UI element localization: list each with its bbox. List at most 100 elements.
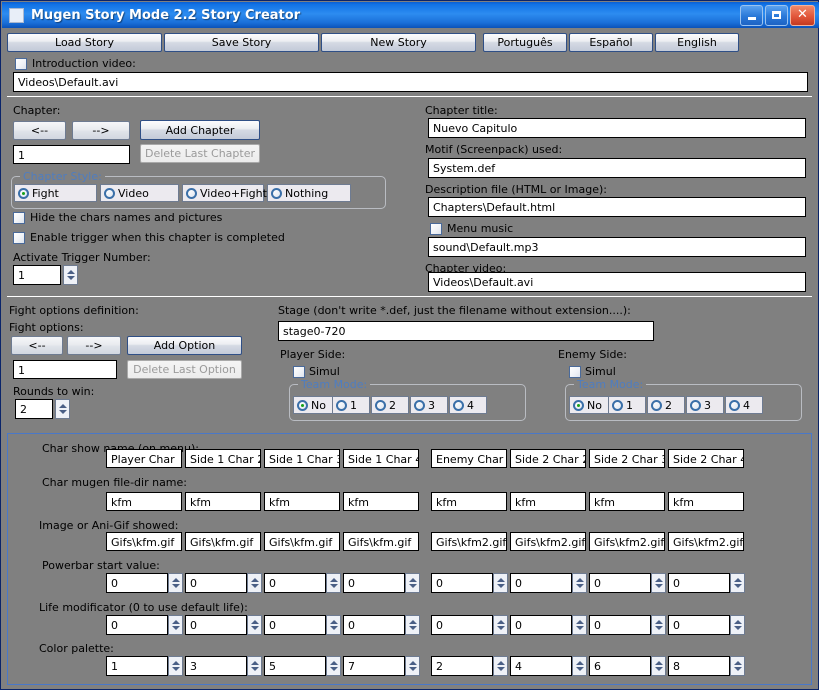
rounds-to-win-stepper[interactable] — [55, 399, 70, 419]
life-mod-input-7[interactable]: 0 — [589, 615, 651, 635]
palette-input-2[interactable]: 3 — [185, 656, 247, 676]
char-file-dir-input-6[interactable]: kfm — [510, 492, 586, 511]
fight-option-next-button[interactable]: --> — [67, 336, 121, 355]
menu-music-checkbox-box[interactable] — [430, 222, 442, 235]
arrow-up-icon[interactable] — [408, 620, 417, 624]
arrow-down-icon[interactable] — [496, 584, 505, 588]
chapter-title-input[interactable]: Nuevo Capitulo — [428, 118, 806, 138]
arrow-down-icon[interactable] — [58, 410, 67, 414]
player-simul-checkbox-box[interactable] — [293, 365, 305, 378]
life-mod-input-8[interactable]: 0 — [668, 615, 730, 635]
char-file-dir-input-2[interactable]: kfm — [185, 492, 261, 511]
arrow-down-icon[interactable] — [250, 584, 259, 588]
palette-stepper-3[interactable] — [326, 656, 341, 676]
enemy-simul-checkbox-box[interactable] — [569, 365, 581, 378]
arrow-up-icon[interactable] — [575, 620, 584, 624]
arrow-up-icon[interactable] — [575, 578, 584, 582]
arrow-down-icon[interactable] — [733, 667, 742, 671]
chapter-next-button[interactable]: --> — [72, 121, 130, 140]
arrow-up-icon[interactable] — [733, 620, 742, 624]
arrow-up-icon[interactable] — [58, 404, 67, 408]
char-image-gif-input-4[interactable]: Gifs\kfm.gif — [343, 532, 419, 551]
introduction-video-checkbox[interactable]: Introduction video: — [15, 57, 136, 70]
arrow-up-icon[interactable] — [733, 578, 742, 582]
arrow-down-icon[interactable] — [408, 584, 417, 588]
arrow-up-icon[interactable] — [250, 578, 259, 582]
maximize-button[interactable] — [765, 4, 788, 26]
powerbar-stepper-4[interactable] — [405, 573, 420, 593]
language-espanol-button[interactable]: Español — [569, 33, 653, 52]
arrow-up-icon[interactable] — [171, 578, 180, 582]
language-portugues-button[interactable]: Português — [483, 33, 567, 52]
char-file-dir-input-8[interactable]: kfm — [668, 492, 744, 511]
player-team-mode-1[interactable]: 1 — [332, 396, 370, 414]
powerbar-input-2[interactable]: 0 — [185, 573, 247, 593]
palette-stepper-8[interactable] — [730, 656, 745, 676]
arrow-down-icon[interactable] — [733, 584, 742, 588]
description-file-input[interactable]: Chapters\Default.html — [428, 197, 806, 217]
arrow-up-icon[interactable] — [654, 620, 663, 624]
palette-stepper-2[interactable] — [247, 656, 262, 676]
chapter-style-option-video[interactable]: Video — [100, 184, 179, 202]
life-mod-stepper-6[interactable] — [572, 615, 587, 635]
powerbar-input-4[interactable]: 0 — [343, 573, 405, 593]
powerbar-stepper-1[interactable] — [168, 573, 183, 593]
arrow-up-icon[interactable] — [66, 270, 75, 274]
arrow-up-icon[interactable] — [250, 620, 259, 624]
arrow-up-icon[interactable] — [250, 661, 259, 665]
palette-input-6[interactable]: 4 — [510, 656, 572, 676]
life-mod-input-2[interactable]: 0 — [185, 615, 247, 635]
arrow-down-icon[interactable] — [408, 667, 417, 671]
powerbar-stepper-3[interactable] — [326, 573, 341, 593]
add-chapter-button[interactable]: Add Chapter — [140, 120, 260, 140]
arrow-down-icon[interactable] — [575, 584, 584, 588]
char-file-dir-input-1[interactable]: kfm — [106, 492, 182, 511]
player-team-mode-4[interactable]: 4 — [449, 396, 487, 414]
life-mod-stepper-8[interactable] — [730, 615, 745, 635]
enemy-team-mode-3[interactable]: 3 — [686, 396, 724, 414]
arrow-down-icon[interactable] — [654, 667, 663, 671]
arrow-up-icon[interactable] — [496, 578, 505, 582]
delete-last-option-button[interactable]: Delete Last Option — [127, 360, 242, 379]
stage-input[interactable]: stage0-720 — [278, 321, 654, 341]
char-image-gif-input-7[interactable]: Gifs\kfm2.gif — [589, 532, 665, 551]
arrow-up-icon[interactable] — [733, 661, 742, 665]
enemy-team-mode-2[interactable]: 2 — [647, 396, 685, 414]
powerbar-input-3[interactable]: 0 — [264, 573, 326, 593]
powerbar-stepper-5[interactable] — [493, 573, 508, 593]
char-show-name-input-1[interactable]: Player Char — [106, 449, 182, 468]
palette-stepper-5[interactable] — [493, 656, 508, 676]
arrow-down-icon[interactable] — [329, 667, 338, 671]
menu-music-input[interactable]: sound\Default.mp3 — [428, 237, 806, 257]
fight-option-number-input[interactable]: 1 — [13, 360, 117, 379]
char-image-gif-input-3[interactable]: Gifs\kfm.gif — [264, 532, 340, 551]
arrow-down-icon[interactable] — [575, 667, 584, 671]
introduction-video-checkbox-box[interactable] — [15, 57, 27, 70]
powerbar-stepper-7[interactable] — [651, 573, 666, 593]
load-story-button[interactable]: Load Story — [7, 33, 162, 52]
powerbar-input-7[interactable]: 0 — [589, 573, 651, 593]
save-story-button[interactable]: Save Story — [164, 33, 319, 52]
arrow-up-icon[interactable] — [329, 661, 338, 665]
arrow-down-icon[interactable] — [329, 584, 338, 588]
chapter-video-input[interactable]: Videos\Default.avi — [428, 272, 806, 292]
palette-stepper-6[interactable] — [572, 656, 587, 676]
life-mod-stepper-5[interactable] — [493, 615, 508, 635]
chapter-number-input[interactable]: 1 — [13, 145, 130, 164]
arrow-up-icon[interactable] — [171, 620, 180, 624]
powerbar-input-8[interactable]: 0 — [668, 573, 730, 593]
arrow-down-icon[interactable] — [171, 667, 180, 671]
arrow-down-icon[interactable] — [654, 584, 663, 588]
arrow-up-icon[interactable] — [408, 661, 417, 665]
life-mod-input-4[interactable]: 0 — [343, 615, 405, 635]
char-image-gif-input-6[interactable]: Gifs\kfm2.gif — [510, 532, 586, 551]
add-option-button[interactable]: Add Option — [127, 336, 242, 355]
palette-input-8[interactable]: 8 — [668, 656, 730, 676]
menu-music-checkbox[interactable]: Menu music — [430, 222, 513, 235]
char-show-name-input-7[interactable]: Side 2 Char 3 — [589, 449, 665, 468]
chapter-style-option-video-fight[interactable]: Video+Fight — [182, 184, 267, 202]
char-image-gif-input-1[interactable]: Gifs\kfm.gif — [106, 532, 182, 551]
language-english-button[interactable]: English — [655, 33, 739, 52]
arrow-up-icon[interactable] — [171, 661, 180, 665]
life-mod-stepper-7[interactable] — [651, 615, 666, 635]
